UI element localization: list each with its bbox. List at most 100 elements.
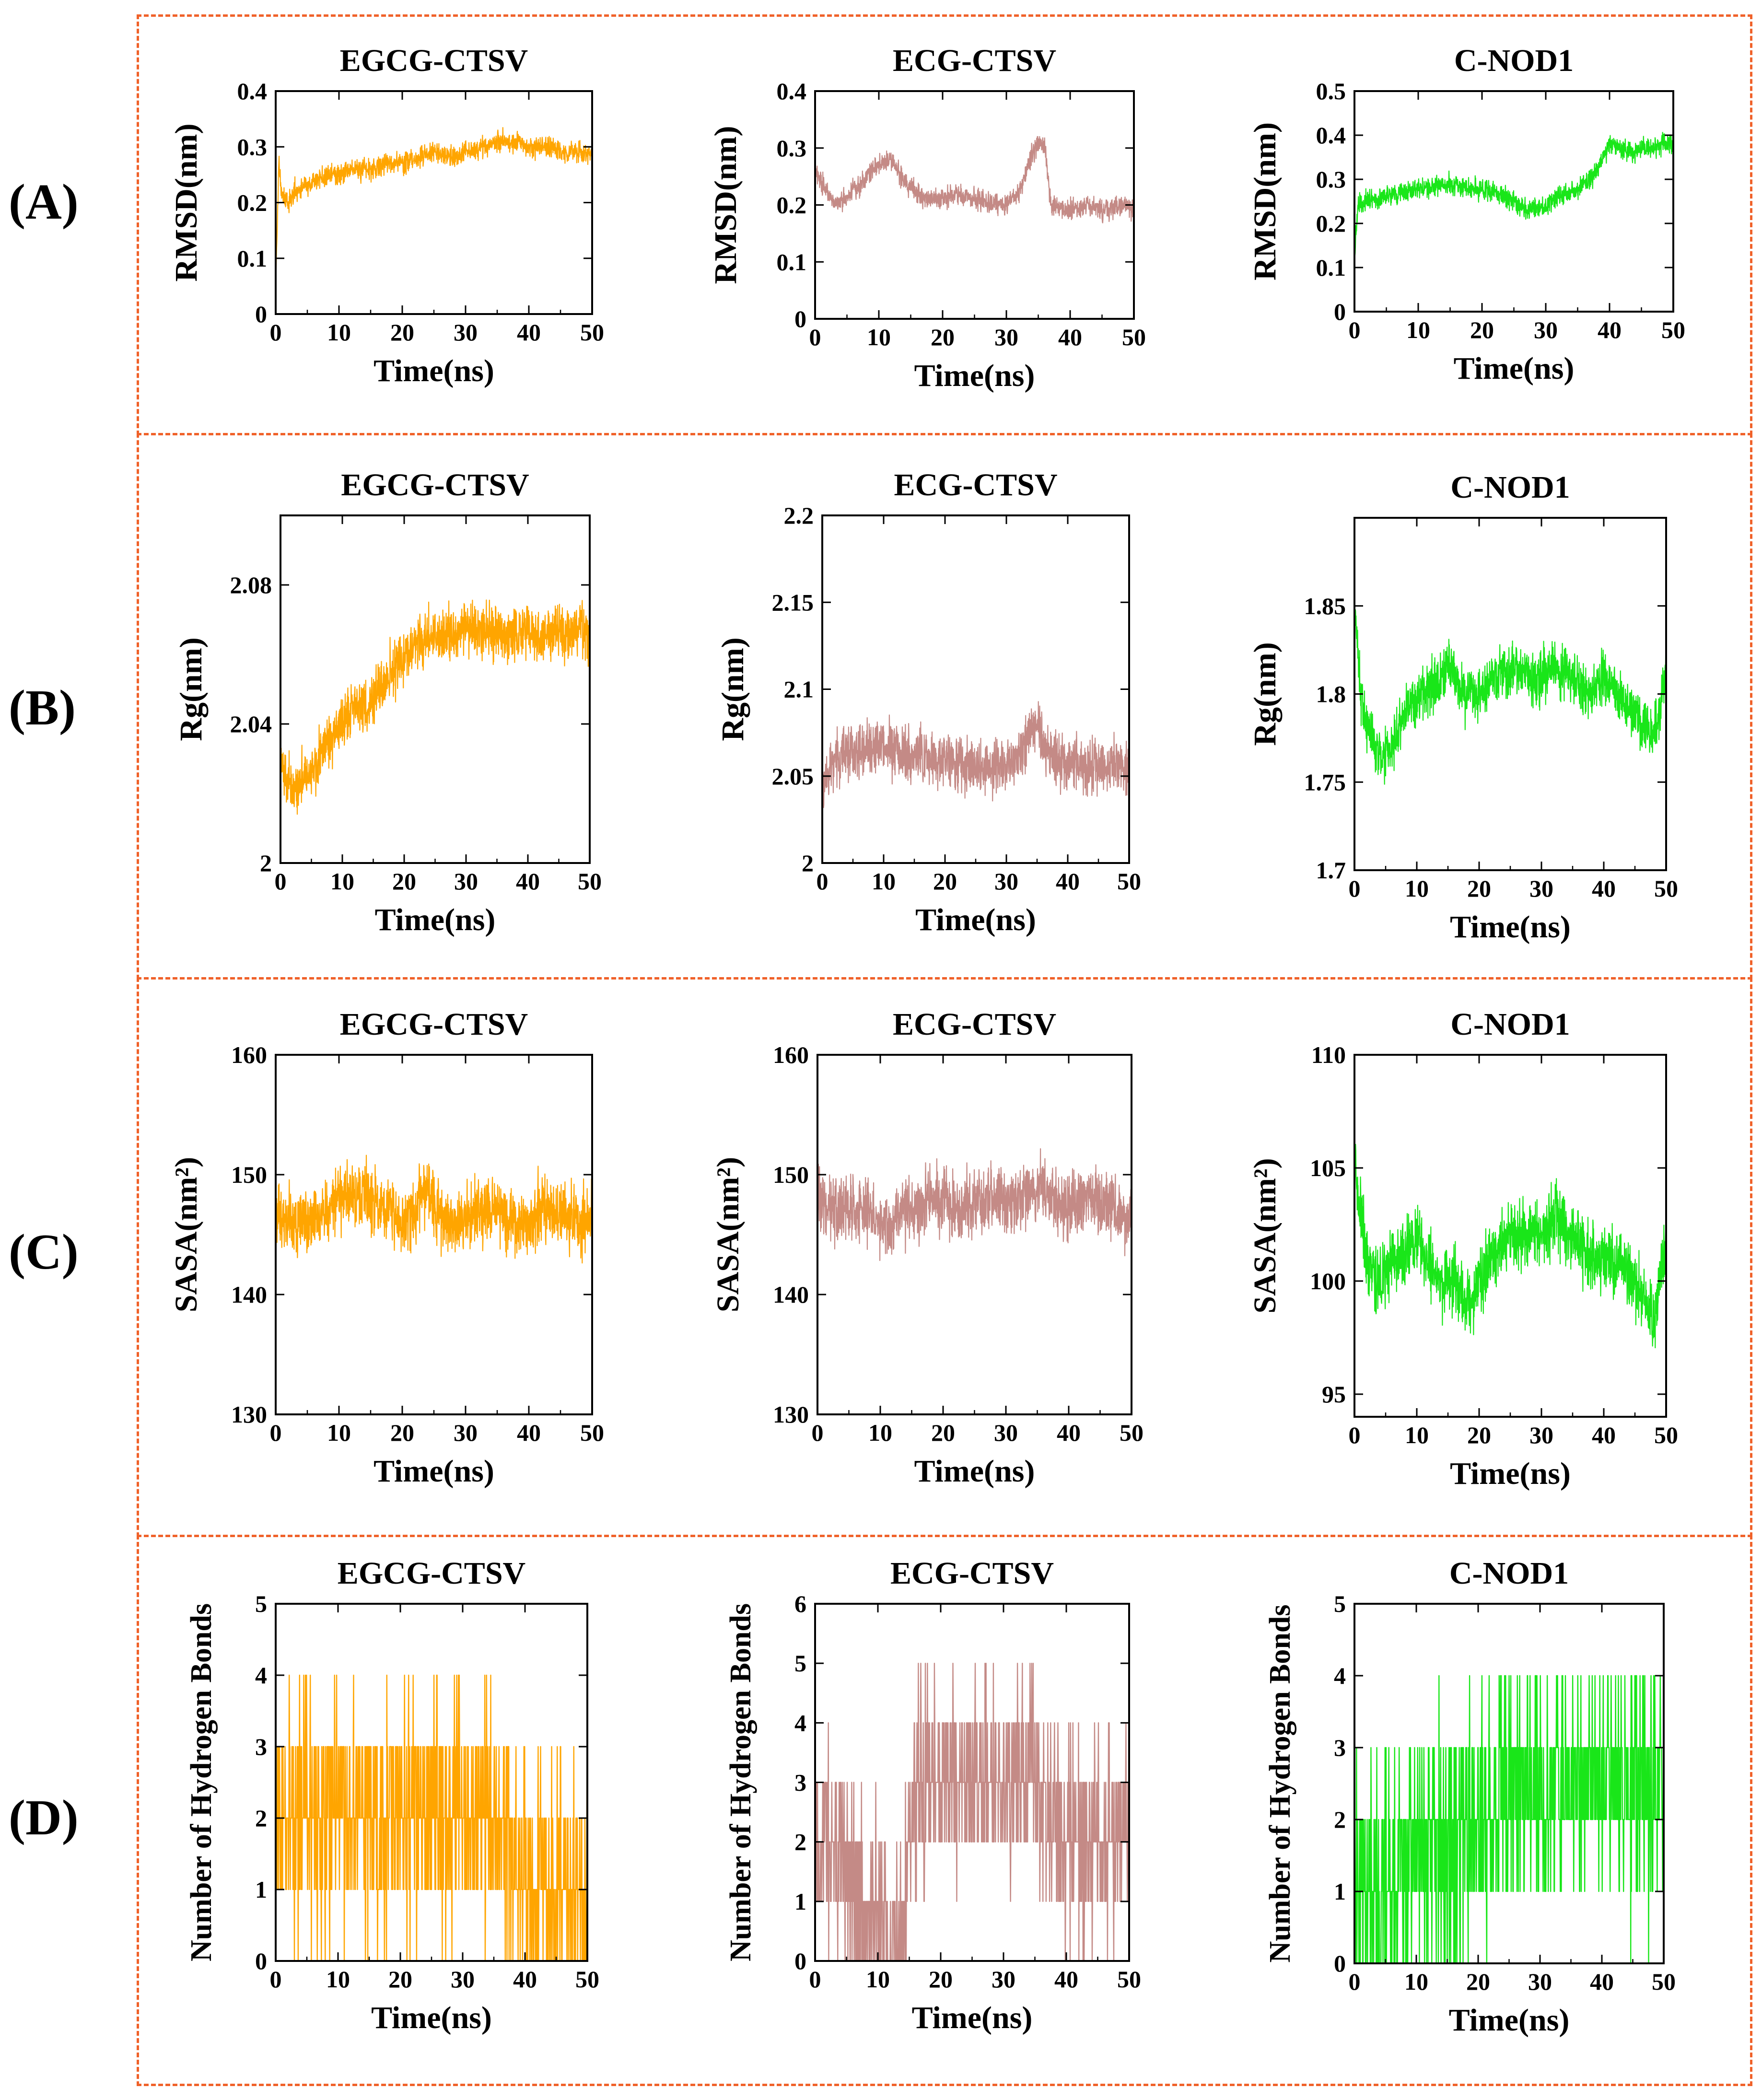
y-tick-label: 0.4: [237, 78, 268, 105]
y-tick-label: 105: [1310, 1155, 1346, 1181]
x-tick-label: 0: [275, 868, 287, 895]
x-tick-label: 0: [812, 1419, 824, 1446]
x-tick-label: 50: [1654, 1422, 1678, 1448]
y-tick-label: 5: [794, 1650, 806, 1677]
y-tick-label: 1: [255, 1876, 267, 1903]
row-label-b: (B): [9, 679, 76, 735]
chart-title: EGCG-CTSV: [340, 1007, 528, 1042]
y-tick-label: 160: [231, 1041, 267, 1068]
y-axis-label: Rg(nm): [174, 637, 209, 741]
chart-a1: 0 10 20 30 40 50 0 0.1 0.2 0.3 0.4 EGCG-CTSV Time(ns…: [169, 43, 604, 388]
plot-frame: [821, 514, 1130, 864]
x-tick-label: 40: [1592, 1422, 1616, 1448]
x-tick-label: 50: [578, 868, 602, 895]
x-tick-label: 20: [1466, 1968, 1490, 1995]
x-tick-label: 0: [1349, 1422, 1361, 1448]
y-tick-label: 0.1: [237, 245, 268, 272]
x-tick-label: 30: [454, 319, 478, 346]
x-tick-label: 20: [390, 1419, 414, 1446]
row-label-d: (D): [9, 1789, 79, 1845]
x-tick-label: 30: [1534, 316, 1558, 343]
x-tick-label: 10: [327, 1419, 351, 1446]
x-tick-label: 30: [1529, 1422, 1553, 1448]
x-tick-label: 40: [1056, 868, 1080, 895]
y-tick-label: 150: [773, 1161, 809, 1188]
y-tick-label: 2.04: [230, 711, 272, 737]
data-line-d1: [276, 1674, 587, 1961]
y-tick-label: 0.2: [1316, 210, 1346, 237]
chart-b1: 0 10 20 30 40 50 2 2.04 2.08 EGCG-CTSV Time(ns) Rg(…: [174, 467, 602, 937]
y-tick-label: 0.2: [777, 192, 807, 219]
x-tick-label: 10: [867, 324, 891, 350]
x-tick-label: 40: [1054, 1966, 1078, 1993]
y-tick-label: 0.2: [237, 189, 268, 216]
x-axis-label: Time(ns): [1449, 2003, 1570, 2038]
x-tick-label: 40: [1590, 1968, 1614, 1995]
y-tick-label: 1: [1334, 1878, 1346, 1905]
x-tick-label: 50: [1654, 875, 1678, 902]
data-line-c2: [817, 1148, 1132, 1261]
data-line-d3: [1354, 1675, 1664, 1963]
chart-a3: 0 10 20 30 40 50 0 0.1 0.2 0.3 0.4 0.5 C-NOD1 Time(ns…: [1248, 43, 1685, 386]
x-tick-label: 30: [454, 1419, 478, 1446]
y-tick-label: 0.4: [1316, 122, 1346, 149]
x-tick-label: 0: [270, 1419, 282, 1446]
x-tick-label: 40: [517, 319, 541, 346]
chart-b2: 0 10 20 30 40 50 2 2.05 2.1 2.15 2.2 ECG-CTSV Time(n…: [715, 467, 1141, 937]
x-tick-label: 30: [1528, 1968, 1552, 1995]
y-tick-label: 6: [794, 1590, 806, 1617]
x-tick-label: 20: [388, 1966, 412, 1993]
y-tick-label: 2: [794, 1829, 806, 1855]
x-tick-label: 40: [517, 1419, 541, 1446]
x-tick-label: 40: [516, 868, 540, 895]
x-axis-label: Time(ns): [915, 902, 1036, 937]
x-tick-label: 10: [872, 868, 896, 895]
chart-c2: 0 10 20 30 40 50 130 140 150 160 ECG-CTSV Time(ns) S…: [711, 1007, 1144, 1489]
x-tick-label: 50: [575, 1966, 599, 1993]
x-tick-label: 0: [270, 1966, 282, 1993]
x-tick-label: 20: [929, 1966, 953, 1993]
y-tick-label: 0.5: [1316, 78, 1346, 105]
y-axis-label: SASA(nm²): [1248, 1158, 1283, 1313]
data-line-a3: [1354, 132, 1673, 261]
data-line-a2: [815, 136, 1134, 223]
x-tick-label: 40: [1058, 324, 1082, 350]
x-axis-label: Time(ns): [373, 1454, 494, 1489]
x-tick-label: 10: [866, 1966, 890, 1993]
data-line-b2: [822, 701, 1129, 815]
x-tick-label: 10: [1405, 875, 1429, 902]
x-tick-label: 0: [1349, 1968, 1361, 1995]
chart-d1: 0 10 20 30 40 50 0 1 2 3 4 5 EGCG-CTSV Time(ns) Number…: [185, 1556, 599, 2035]
y-tick-label: 130: [231, 1401, 267, 1428]
y-tick-label: 160: [773, 1041, 809, 1068]
x-tick-label: 0: [809, 324, 821, 350]
x-tick-label: 10: [868, 1419, 892, 1446]
y-tick-label: 130: [773, 1401, 809, 1428]
x-tick-label: 20: [392, 868, 416, 895]
y-axis-label: RMSD(nm): [169, 124, 204, 282]
x-tick-label: 50: [1122, 324, 1146, 350]
y-tick-label: 2.2: [784, 502, 814, 529]
x-tick-label: 50: [580, 319, 604, 346]
data-line-d2: [815, 1662, 1129, 1961]
chart-title: C-NOD1: [1450, 1007, 1570, 1042]
y-tick-label: 1.8: [1316, 681, 1346, 708]
x-tick-label: 50: [1120, 1419, 1144, 1446]
x-tick-label: 20: [931, 1419, 955, 1446]
x-tick-label: 30: [451, 1966, 475, 1993]
chart-d2: 0 10 20 30 40 50 0 1 2 3 4 5 6 ECG-CTSV Time(ns) Number…: [724, 1556, 1141, 2035]
x-tick-label: 10: [330, 868, 354, 895]
x-tick-label: 50: [1117, 868, 1141, 895]
y-tick-label: 0: [794, 305, 806, 332]
x-tick-label: 40: [1057, 1419, 1081, 1446]
chart-title: ECG-CTSV: [894, 467, 1057, 502]
y-axis-label: RMSD(nm): [708, 126, 743, 284]
y-tick-label: 2: [1334, 1806, 1346, 1833]
y-tick-label: 2.15: [772, 589, 814, 616]
chart-title: ECG-CTSV: [890, 1556, 1054, 1591]
x-tick-label: 10: [1404, 1968, 1428, 1995]
chart-c3: 0 10 20 30 40 50 95 100 105 110 C-NOD1 Time(ns) SASA…: [1248, 1007, 1678, 1491]
x-tick-label: 50: [1652, 1968, 1676, 1995]
chart-b3: 0 10 20 30 40 50 1.7 1.75 1.8 1.85 C-NOD1 Time(ns) R…: [1248, 470, 1678, 945]
